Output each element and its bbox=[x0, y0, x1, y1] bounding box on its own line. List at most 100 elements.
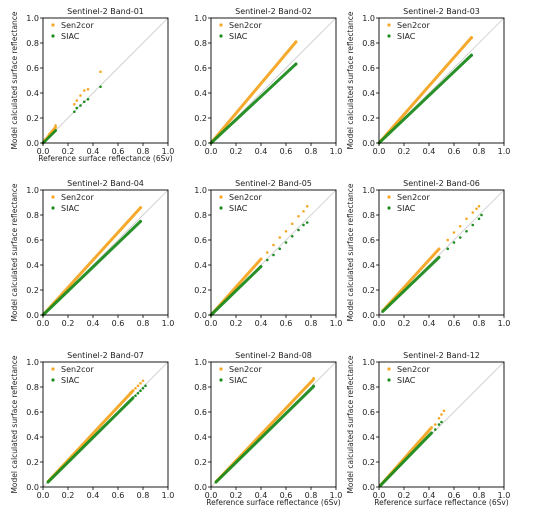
data-point-sen2cor bbox=[433, 423, 437, 426]
data-point-siac bbox=[144, 384, 147, 388]
y-tick-label: 0.4 bbox=[26, 433, 39, 442]
data-point-siac bbox=[136, 391, 140, 395]
data-point-siac bbox=[458, 236, 462, 239]
data-point-siac bbox=[452, 241, 456, 244]
legend-label-sen2cor: Sen2cor bbox=[229, 21, 262, 30]
y-tick-label: 1.0 bbox=[362, 186, 375, 195]
legend-label-siac: SIAC bbox=[397, 32, 416, 41]
y-tick-label: 0.8 bbox=[362, 211, 375, 220]
data-point-sen2cor bbox=[440, 413, 443, 416]
x-tick-label: 1.0 bbox=[498, 319, 511, 328]
y-tick-label: 0.2 bbox=[362, 458, 375, 467]
data-point-siac bbox=[465, 229, 468, 233]
data-point-sen2cor bbox=[54, 124, 57, 127]
y-tick-label: 0.6 bbox=[26, 408, 39, 417]
y-tick-label: 0.6 bbox=[194, 408, 207, 417]
series-sen2cor-band bbox=[41, 206, 142, 317]
x-tick-label: 0.2 bbox=[398, 491, 411, 500]
axes-frame bbox=[42, 361, 169, 488]
panel-2: Sentinel-2 Band-02 0.0 0.2 0.4 0.6 0.8 1.0 0.0 0… bbox=[194, 7, 342, 156]
legend-label-siac: SIAC bbox=[61, 376, 80, 385]
y-tick-label: 0.8 bbox=[362, 383, 375, 392]
x-tick-label: 0.0 bbox=[205, 147, 218, 156]
x-tick-label: 0.8 bbox=[473, 147, 486, 156]
y-axis-label: Model calculated surface reflectance bbox=[10, 183, 19, 321]
data-point-siac bbox=[305, 221, 309, 224]
y-tick-label: 0.2 bbox=[194, 286, 207, 295]
x-tick-label: 0.8 bbox=[137, 319, 150, 328]
x-tick-label: 0.8 bbox=[137, 147, 150, 156]
y-tick-label: 0.4 bbox=[194, 261, 207, 270]
legend-label-siac: SIAC bbox=[229, 204, 248, 213]
data-point-sen2cor bbox=[437, 416, 441, 420]
axes-frame bbox=[42, 189, 169, 316]
series-siac-band bbox=[46, 396, 135, 484]
y-tick-label: 0.0 bbox=[362, 139, 375, 148]
data-point-sen2cor bbox=[134, 386, 137, 390]
data-point-sen2cor bbox=[446, 238, 450, 242]
y-tick-label: 1.0 bbox=[362, 358, 375, 367]
series-siac-band bbox=[377, 53, 473, 145]
series-siac-band bbox=[378, 431, 433, 488]
data-point-siac bbox=[284, 241, 288, 244]
x-tick-label: 0.2 bbox=[62, 147, 75, 156]
y-tick-label: 0.6 bbox=[194, 236, 207, 245]
data-point-siac bbox=[446, 247, 450, 251]
legend-label-siac: SIAC bbox=[229, 32, 248, 41]
data-point-siac bbox=[471, 223, 475, 227]
legend-marker-siac bbox=[387, 206, 391, 210]
legend: Sen2cor SIAC bbox=[51, 365, 94, 385]
x-tick-label: 0.8 bbox=[305, 147, 318, 156]
y-tick-label: 0.0 bbox=[194, 139, 207, 148]
legend: Sen2cor SIAC bbox=[51, 193, 94, 213]
legend-label-sen2cor: Sen2cor bbox=[229, 365, 262, 374]
y-tick-label: 0.2 bbox=[194, 458, 207, 467]
y-tick-label: 0.4 bbox=[362, 89, 375, 98]
data-point-sen2cor bbox=[297, 214, 300, 218]
data-point-siac bbox=[72, 110, 76, 114]
legend: Sen2cor SIAC bbox=[387, 193, 430, 213]
y-axis-label: Model calculated surface reflectance bbox=[10, 355, 19, 493]
data-point-siac bbox=[79, 104, 82, 107]
data-point-sen2cor bbox=[72, 102, 76, 106]
legend: Sen2cor SIAC bbox=[219, 365, 262, 385]
y-tick-label: 1.0 bbox=[362, 14, 375, 23]
panel-title: Sentinel-2 Band-01 bbox=[67, 7, 144, 16]
x-tick-label: 0.0 bbox=[373, 491, 386, 500]
x-tick-label: 0.6 bbox=[448, 147, 461, 156]
x-tick-label: 0.0 bbox=[37, 491, 50, 500]
data-point-sen2cor bbox=[75, 99, 79, 102]
y-tick-label: 0.4 bbox=[26, 89, 39, 98]
y-tick-label: 0.0 bbox=[26, 311, 39, 320]
x-tick-label: 0.4 bbox=[87, 147, 100, 156]
y-tick-label: 0.0 bbox=[194, 311, 207, 320]
data-point-siac bbox=[437, 423, 441, 426]
legend: Sen2cor SIAC bbox=[387, 365, 430, 385]
data-point-siac bbox=[99, 85, 102, 89]
legend-label-siac: SIAC bbox=[61, 32, 80, 41]
x-tick-label: 0.0 bbox=[373, 147, 386, 156]
data-point-siac bbox=[312, 384, 315, 388]
series-siac-band bbox=[381, 255, 441, 313]
data-point-sen2cor bbox=[265, 251, 269, 254]
panel-title: Sentinel-2 Band-06 bbox=[403, 179, 480, 188]
data-point-sen2cor bbox=[305, 204, 309, 208]
x-axis-label: Reference surface reflectance (6Sv) bbox=[38, 154, 173, 163]
data-point-sen2cor bbox=[82, 89, 86, 92]
y-tick-label: 1.0 bbox=[194, 186, 207, 195]
series-siac-band bbox=[209, 265, 263, 317]
axes-frame bbox=[42, 17, 169, 144]
data-point-sen2cor bbox=[86, 87, 90, 91]
y-tick-label: 0.6 bbox=[362, 236, 375, 245]
legend: Sen2cor SIAC bbox=[219, 21, 262, 41]
axes-frame bbox=[378, 17, 505, 144]
x-tick-label: 0.4 bbox=[87, 319, 100, 328]
data-point-siac bbox=[141, 386, 145, 390]
y-tick-label: 1.0 bbox=[26, 358, 39, 367]
legend-label-sen2cor: Sen2cor bbox=[61, 193, 94, 202]
legend: Sen2cor SIAC bbox=[219, 193, 262, 213]
y-tick-label: 0.8 bbox=[194, 39, 207, 48]
data-point-sen2cor bbox=[302, 209, 305, 213]
x-tick-label: 0.2 bbox=[230, 147, 243, 156]
